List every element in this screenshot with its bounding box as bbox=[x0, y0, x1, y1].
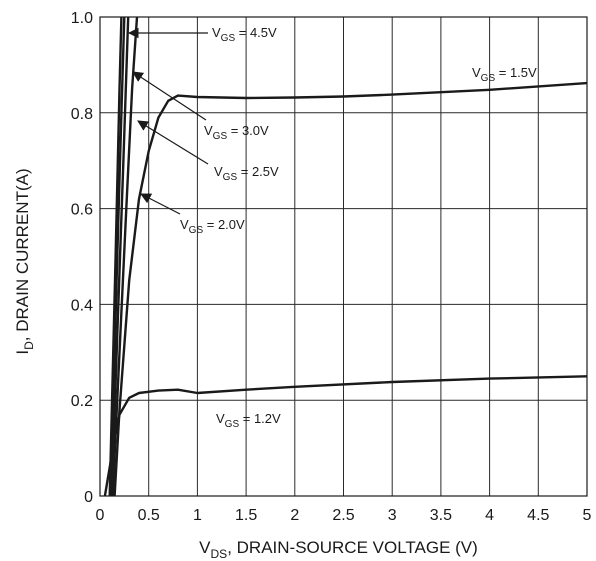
y-tick-label: 0.8 bbox=[71, 106, 93, 123]
curve-vgs-1-2v-line bbox=[103, 375, 587, 496]
annotation-vgs-2-5v-arrow bbox=[137, 120, 209, 165]
annotation-vgs-1-5v: VGS = 1.5V bbox=[472, 65, 537, 84]
x-tick-label: 2 bbox=[290, 507, 299, 524]
annotation-rest: = 3.0V bbox=[227, 123, 269, 138]
annotation-base: V bbox=[212, 25, 221, 40]
annotation-sub: GS bbox=[225, 419, 240, 430]
x-tick-label: 4.5 bbox=[527, 507, 549, 524]
annotation-rest: = 1.5V bbox=[495, 65, 537, 80]
y-tick-label: 0 bbox=[84, 489, 93, 506]
annotation-base: V bbox=[214, 164, 223, 179]
annotation-sub: GS bbox=[213, 131, 228, 142]
y-tick-label: 1.0 bbox=[71, 10, 93, 27]
annotation-vgs-3-0v: VGS = 3.0V bbox=[204, 123, 269, 142]
curve-vgs-2-5v-line bbox=[110, 16, 130, 496]
x-axis-title: VDS, DRAIN-SOURCE VOLTAGE (V) bbox=[199, 538, 478, 561]
annotation-vgs-2-5v: VGS = 2.5V bbox=[214, 164, 279, 183]
x-tick-label: 5 bbox=[583, 507, 592, 524]
y-tick-label: 0.4 bbox=[71, 297, 93, 314]
x-tick-label: 1.5 bbox=[235, 507, 257, 524]
y-tick-label: 0.2 bbox=[71, 393, 93, 410]
annotation-sub: GS bbox=[481, 73, 496, 84]
annotation-base: V bbox=[216, 411, 225, 426]
curve-vgs-4-5v-line bbox=[108, 16, 123, 496]
annotation-rest: = 1.2V bbox=[239, 411, 281, 426]
annotation-vgs-3-0v-arrow bbox=[132, 71, 207, 121]
x-tick-label: 3.5 bbox=[430, 507, 452, 524]
curve-vgs-3-0v-line bbox=[109, 16, 126, 496]
annotation-rest: = 2.5V bbox=[237, 164, 279, 179]
x-tick-label: 4 bbox=[485, 507, 494, 524]
annotation-base: V bbox=[204, 123, 213, 138]
y-tick-label: 0.6 bbox=[71, 202, 93, 219]
annotation-rest: = 4.5V bbox=[235, 25, 277, 40]
curve-vgs-1-5v-line bbox=[113, 81, 587, 496]
x-tick-label: 2.5 bbox=[332, 507, 354, 524]
annotation-sub: GS bbox=[221, 33, 236, 44]
curves bbox=[103, 16, 587, 496]
tick-labels: 0 0.5 1 1.5 2 2.5 3 3.5 4 4.5 5 0 0.2 0.4 0.6 0.8 1.0 bbox=[71, 10, 592, 524]
x-tick-label: 0 bbox=[96, 507, 105, 524]
annotation-vgs-1-2v: VGS = 1.2V bbox=[216, 411, 281, 430]
plot-frame bbox=[99, 16, 588, 497]
annotation-rest: = 2.0V bbox=[203, 217, 245, 232]
annotation-base: V bbox=[472, 65, 481, 80]
annotation-vgs-2-0v: VGS = 2.0V bbox=[180, 217, 245, 236]
x-tick-label: 3 bbox=[388, 507, 397, 524]
annotation-vgs-4-5v: VGS = 4.5V bbox=[212, 25, 277, 44]
annotation-vgs-2-0v-arrow bbox=[140, 193, 181, 215]
x-tick-label: 0.5 bbox=[138, 507, 160, 524]
x-tick-label: 1 bbox=[193, 507, 202, 524]
annotation-sub: GS bbox=[223, 172, 238, 183]
curve-vgs-2-0v-line bbox=[111, 16, 139, 496]
y-axis-title: ID, DRAIN CURRENT(A) bbox=[13, 168, 36, 354]
annotation-base: V bbox=[180, 217, 189, 232]
annotation-sub: GS bbox=[189, 225, 204, 236]
